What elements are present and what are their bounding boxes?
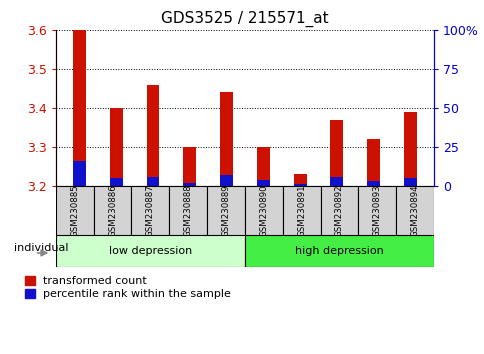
Bar — [403, 112, 416, 186]
Bar — [109, 178, 122, 186]
Text: GSM230891: GSM230891 — [297, 184, 305, 237]
Bar — [169, 186, 207, 235]
Bar — [244, 186, 282, 235]
Text: GSM230888: GSM230888 — [183, 184, 192, 237]
Bar — [330, 177, 343, 186]
Text: GSM230885: GSM230885 — [70, 184, 79, 237]
Text: GSM230893: GSM230893 — [372, 184, 381, 237]
Text: high depression: high depression — [295, 246, 383, 256]
Bar — [395, 186, 433, 235]
Bar — [183, 183, 196, 186]
Bar — [330, 120, 343, 186]
Bar — [244, 235, 433, 267]
Bar — [366, 181, 379, 186]
Bar — [73, 30, 86, 186]
Text: GSM230887: GSM230887 — [146, 184, 154, 237]
Bar — [358, 186, 395, 235]
Bar — [293, 174, 306, 186]
Bar — [146, 177, 159, 186]
Text: low depression: low depression — [108, 246, 192, 256]
Bar — [146, 85, 159, 186]
Bar — [73, 161, 86, 186]
Bar — [293, 184, 306, 186]
Bar — [403, 178, 416, 186]
Bar — [56, 235, 244, 267]
Text: individual: individual — [14, 243, 68, 253]
Bar — [257, 179, 269, 186]
Text: GSM230890: GSM230890 — [259, 184, 268, 237]
Text: GSM230886: GSM230886 — [108, 184, 117, 237]
Bar — [109, 108, 122, 186]
Title: GDS3525 / 215571_at: GDS3525 / 215571_at — [161, 11, 328, 27]
Bar — [56, 186, 93, 235]
Bar — [257, 147, 269, 186]
Bar — [282, 186, 320, 235]
Bar — [220, 92, 232, 186]
Bar — [183, 147, 196, 186]
Bar — [207, 186, 244, 235]
Legend: transformed count, percentile rank within the sample: transformed count, percentile rank withi… — [25, 276, 231, 299]
Bar — [131, 186, 169, 235]
Text: GSM230892: GSM230892 — [334, 184, 343, 237]
Bar — [93, 186, 131, 235]
Text: GSM230889: GSM230889 — [221, 184, 230, 237]
Bar — [220, 175, 232, 186]
Bar — [366, 139, 379, 186]
Bar — [320, 186, 358, 235]
Text: GSM230894: GSM230894 — [410, 184, 419, 237]
